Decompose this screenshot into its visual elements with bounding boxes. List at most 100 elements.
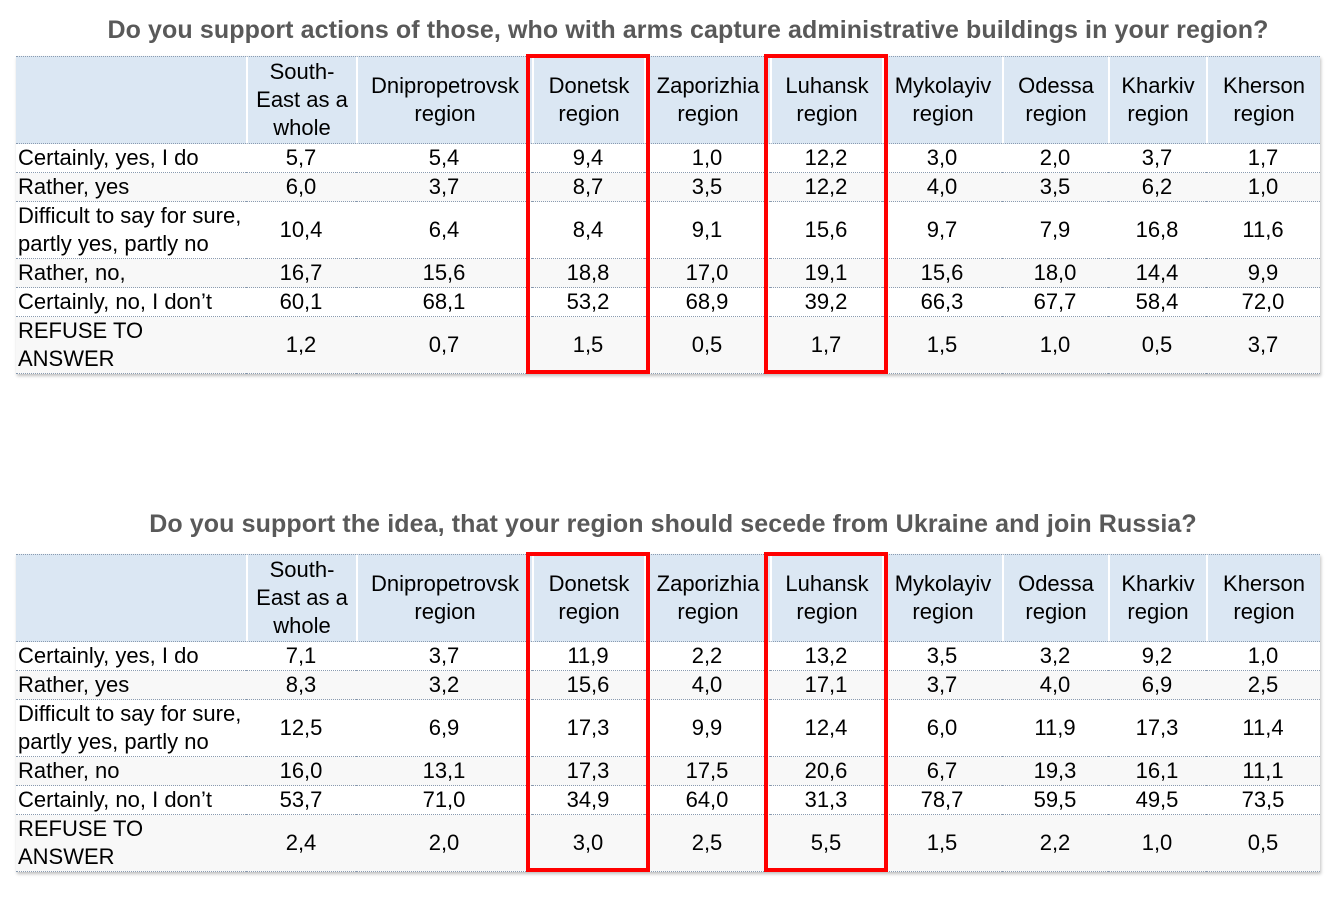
table-cell: 1,0 — [1206, 173, 1320, 202]
table-cell: 0,5 — [644, 317, 770, 374]
table-cell: 71,0 — [356, 786, 532, 815]
table-wrapper: South-East as a whole Dnipropetrovsk reg… — [16, 552, 1320, 872]
table-cell: 1,7 — [1206, 144, 1320, 173]
header-row: South-East as a whole Dnipropetrovsk reg… — [16, 554, 1320, 642]
table-cell: 53,2 — [532, 288, 644, 317]
table-body: Certainly, yes, I do 5,7 5,4 9,4 1,0 12,2 3,0 2… — [16, 144, 1320, 374]
table-cell: 2,0 — [1002, 144, 1108, 173]
table-cell: 34,9 — [532, 786, 644, 815]
table-cell: 0,5 — [1108, 317, 1206, 374]
table-cell: 15,6 — [882, 259, 1002, 288]
table-cell: 3,5 — [644, 173, 770, 202]
table-cell: 3,2 — [1002, 642, 1108, 671]
table-cell: 8,4 — [532, 202, 644, 259]
table-cell: 7,9 — [1002, 202, 1108, 259]
table-cell: 8,7 — [532, 173, 644, 202]
table-cell: 5,7 — [246, 144, 356, 173]
table-row: Difficult to say for sure, partly yes, p… — [16, 202, 1320, 259]
table-cell: 15,6 — [770, 202, 882, 259]
table-cell: 1,2 — [246, 317, 356, 374]
table-cell: 3,0 — [882, 144, 1002, 173]
table-cell: 0,7 — [356, 317, 532, 374]
table-title: Do you support the idea, that your regio… — [149, 510, 1197, 538]
column-header: Odessa region — [1002, 56, 1108, 144]
table-cell: 3,7 — [1108, 144, 1206, 173]
row-label: Certainly, no, I don’t — [16, 786, 246, 815]
table-cell: 58,4 — [1108, 288, 1206, 317]
table-cell: 12,2 — [770, 173, 882, 202]
table-cell: 16,7 — [246, 259, 356, 288]
column-header: Dnipropetrovsk region — [356, 56, 532, 144]
table-cell: 11,9 — [1002, 700, 1108, 757]
row-label: Certainly, yes, I do — [16, 144, 246, 173]
table-cell: 3,0 — [532, 815, 644, 872]
table-cell: 2,2 — [1002, 815, 1108, 872]
header-corner — [16, 554, 246, 642]
table-cell: 3,7 — [356, 642, 532, 671]
column-header: Odessa region — [1002, 554, 1108, 642]
table-row: Rather, no, 16,7 15,6 18,8 17,0 19,1 15,6 18,0 1… — [16, 259, 1320, 288]
table-cell: 9,7 — [882, 202, 1002, 259]
column-header: Luhansk region — [770, 56, 882, 144]
column-header: Kharkiv region — [1108, 554, 1206, 642]
survey-table-block-secede: Do you support the idea, that your regio… — [16, 504, 1320, 872]
table-cell: 19,3 — [1002, 757, 1108, 786]
table-cell: 6,0 — [882, 700, 1002, 757]
column-header: Dnipropetrovsk region — [356, 554, 532, 642]
table-cell: 1,5 — [882, 317, 1002, 374]
table-cell: 3,7 — [1206, 317, 1320, 374]
table-cell: 18,0 — [1002, 259, 1108, 288]
table-cell: 9,9 — [644, 700, 770, 757]
table-cell: 3,5 — [882, 642, 1002, 671]
table-cell: 1,5 — [882, 815, 1002, 872]
table-cell: 6,9 — [1108, 671, 1206, 700]
table-cell: 67,7 — [1002, 288, 1108, 317]
table-cell: 3,7 — [882, 671, 1002, 700]
column-header: South-East as a whole — [246, 554, 356, 642]
table-row: Certainly, no, I don’t 60,1 68,1 53,2 68,9 39… — [16, 288, 1320, 317]
table-cell: 1,0 — [644, 144, 770, 173]
table-cell: 64,0 — [644, 786, 770, 815]
row-label: Rather, yes — [16, 173, 246, 202]
table-cell: 68,9 — [644, 288, 770, 317]
column-header: Mykolayiv region — [882, 554, 1002, 642]
row-label: Rather, no, — [16, 259, 246, 288]
survey-table: South-East as a whole Dnipropetrovsk reg… — [16, 554, 1320, 872]
row-label: Rather, yes — [16, 671, 246, 700]
table-cell: 15,6 — [356, 259, 532, 288]
table-cell: 17,3 — [532, 757, 644, 786]
table-cell: 1,0 — [1108, 815, 1206, 872]
table-cell: 6,2 — [1108, 173, 1206, 202]
column-header: Donetsk region — [532, 56, 644, 144]
header-row: South-East as a whole Dnipropetrovsk reg… — [16, 56, 1320, 144]
table-cell: 72,0 — [1206, 288, 1320, 317]
table-cell: 6,7 — [882, 757, 1002, 786]
column-header: Luhansk region — [770, 554, 882, 642]
header-corner — [16, 56, 246, 144]
table-cell: 1,5 — [532, 317, 644, 374]
table-cell: 6,4 — [356, 202, 532, 259]
column-header: Mykolayiv region — [882, 56, 1002, 144]
table-cell: 11,1 — [1206, 757, 1320, 786]
table-cell: 53,7 — [246, 786, 356, 815]
table-cell: 17,1 — [770, 671, 882, 700]
row-label: REFUSE TO ANSWER — [16, 317, 246, 374]
table-cell: 3,5 — [1002, 173, 1108, 202]
row-label: Certainly, no, I don’t — [16, 288, 246, 317]
table-cell: 5,4 — [356, 144, 532, 173]
table-row: Certainly, yes, I do 5,7 5,4 9,4 1,0 12,2 3,0 2… — [16, 144, 1320, 173]
table-cell: 15,6 — [532, 671, 644, 700]
table-cell: 17,3 — [1108, 700, 1206, 757]
survey-table: South-East as a whole Dnipropetrovsk reg… — [16, 56, 1320, 374]
table-cell: 12,5 — [246, 700, 356, 757]
table-cell: 2,5 — [1206, 671, 1320, 700]
table-row: Certainly, no, I don’t 53,7 71,0 34,9 64,0 31… — [16, 786, 1320, 815]
table-cell: 6,9 — [356, 700, 532, 757]
table-title: Do you support actions of those, who wit… — [107, 16, 1269, 44]
column-header: Zaporizhia region — [644, 56, 770, 144]
table-cell: 5,5 — [770, 815, 882, 872]
table-cell: 73,5 — [1206, 786, 1320, 815]
table-cell: 16,8 — [1108, 202, 1206, 259]
table-cell: 6,0 — [246, 173, 356, 202]
table-cell: 2,4 — [246, 815, 356, 872]
